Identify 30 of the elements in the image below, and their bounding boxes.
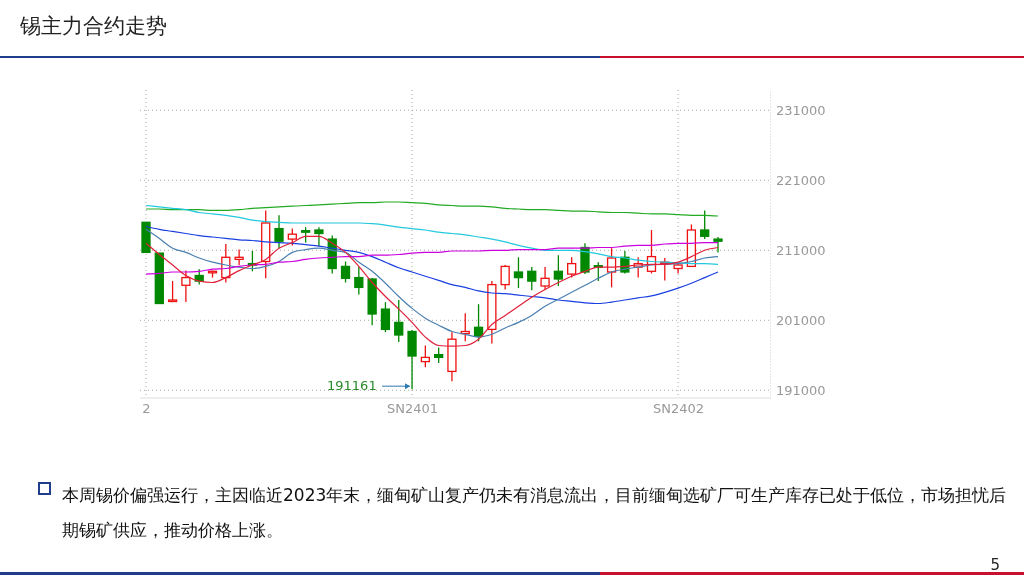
text: 5 <box>990 556 1000 574</box>
candlestick <box>340 260 351 284</box>
line-series <box>145 201 719 217</box>
candlestick <box>540 266 550 291</box>
candlestick <box>527 266 537 291</box>
y-tick-label: 231000 <box>776 102 826 118</box>
y-tick-label: 191000 <box>776 382 826 398</box>
x-tick-label: 2 <box>142 401 151 417</box>
y-tick-label: 211000 <box>776 242 826 258</box>
chart-title: 锡主力合约走势 <box>19 14 167 38</box>
candlestick <box>713 236 723 254</box>
y-tick-label: 221000 <box>776 172 826 188</box>
candlestick <box>553 254 564 287</box>
candlestick <box>420 344 430 368</box>
candlestick <box>500 264 510 291</box>
annotation: 191161 <box>327 378 377 394</box>
line-series <box>145 225 719 305</box>
y-tick-label: 201000 <box>776 312 826 328</box>
x-tick-label: SN2401 <box>387 401 439 417</box>
candlestick <box>234 248 244 266</box>
candlestick <box>394 299 404 343</box>
candlestick <box>567 256 577 279</box>
text: 本周锡价偏强运行，主因临近2023年末，缅甸矿山复产仍未有消息流出，目前缅甸选矿厂可生产库存已处于低位，市场担忧后期锡矿供应，推动价格上涨。 <box>62 484 1008 542</box>
candlestick <box>354 266 364 296</box>
candlestick <box>314 226 324 247</box>
candlestick <box>380 301 391 333</box>
x-tick-label: SN2402 <box>653 401 705 417</box>
candlestick <box>700 209 710 240</box>
candlestick <box>274 214 284 249</box>
candlestick <box>513 256 524 289</box>
